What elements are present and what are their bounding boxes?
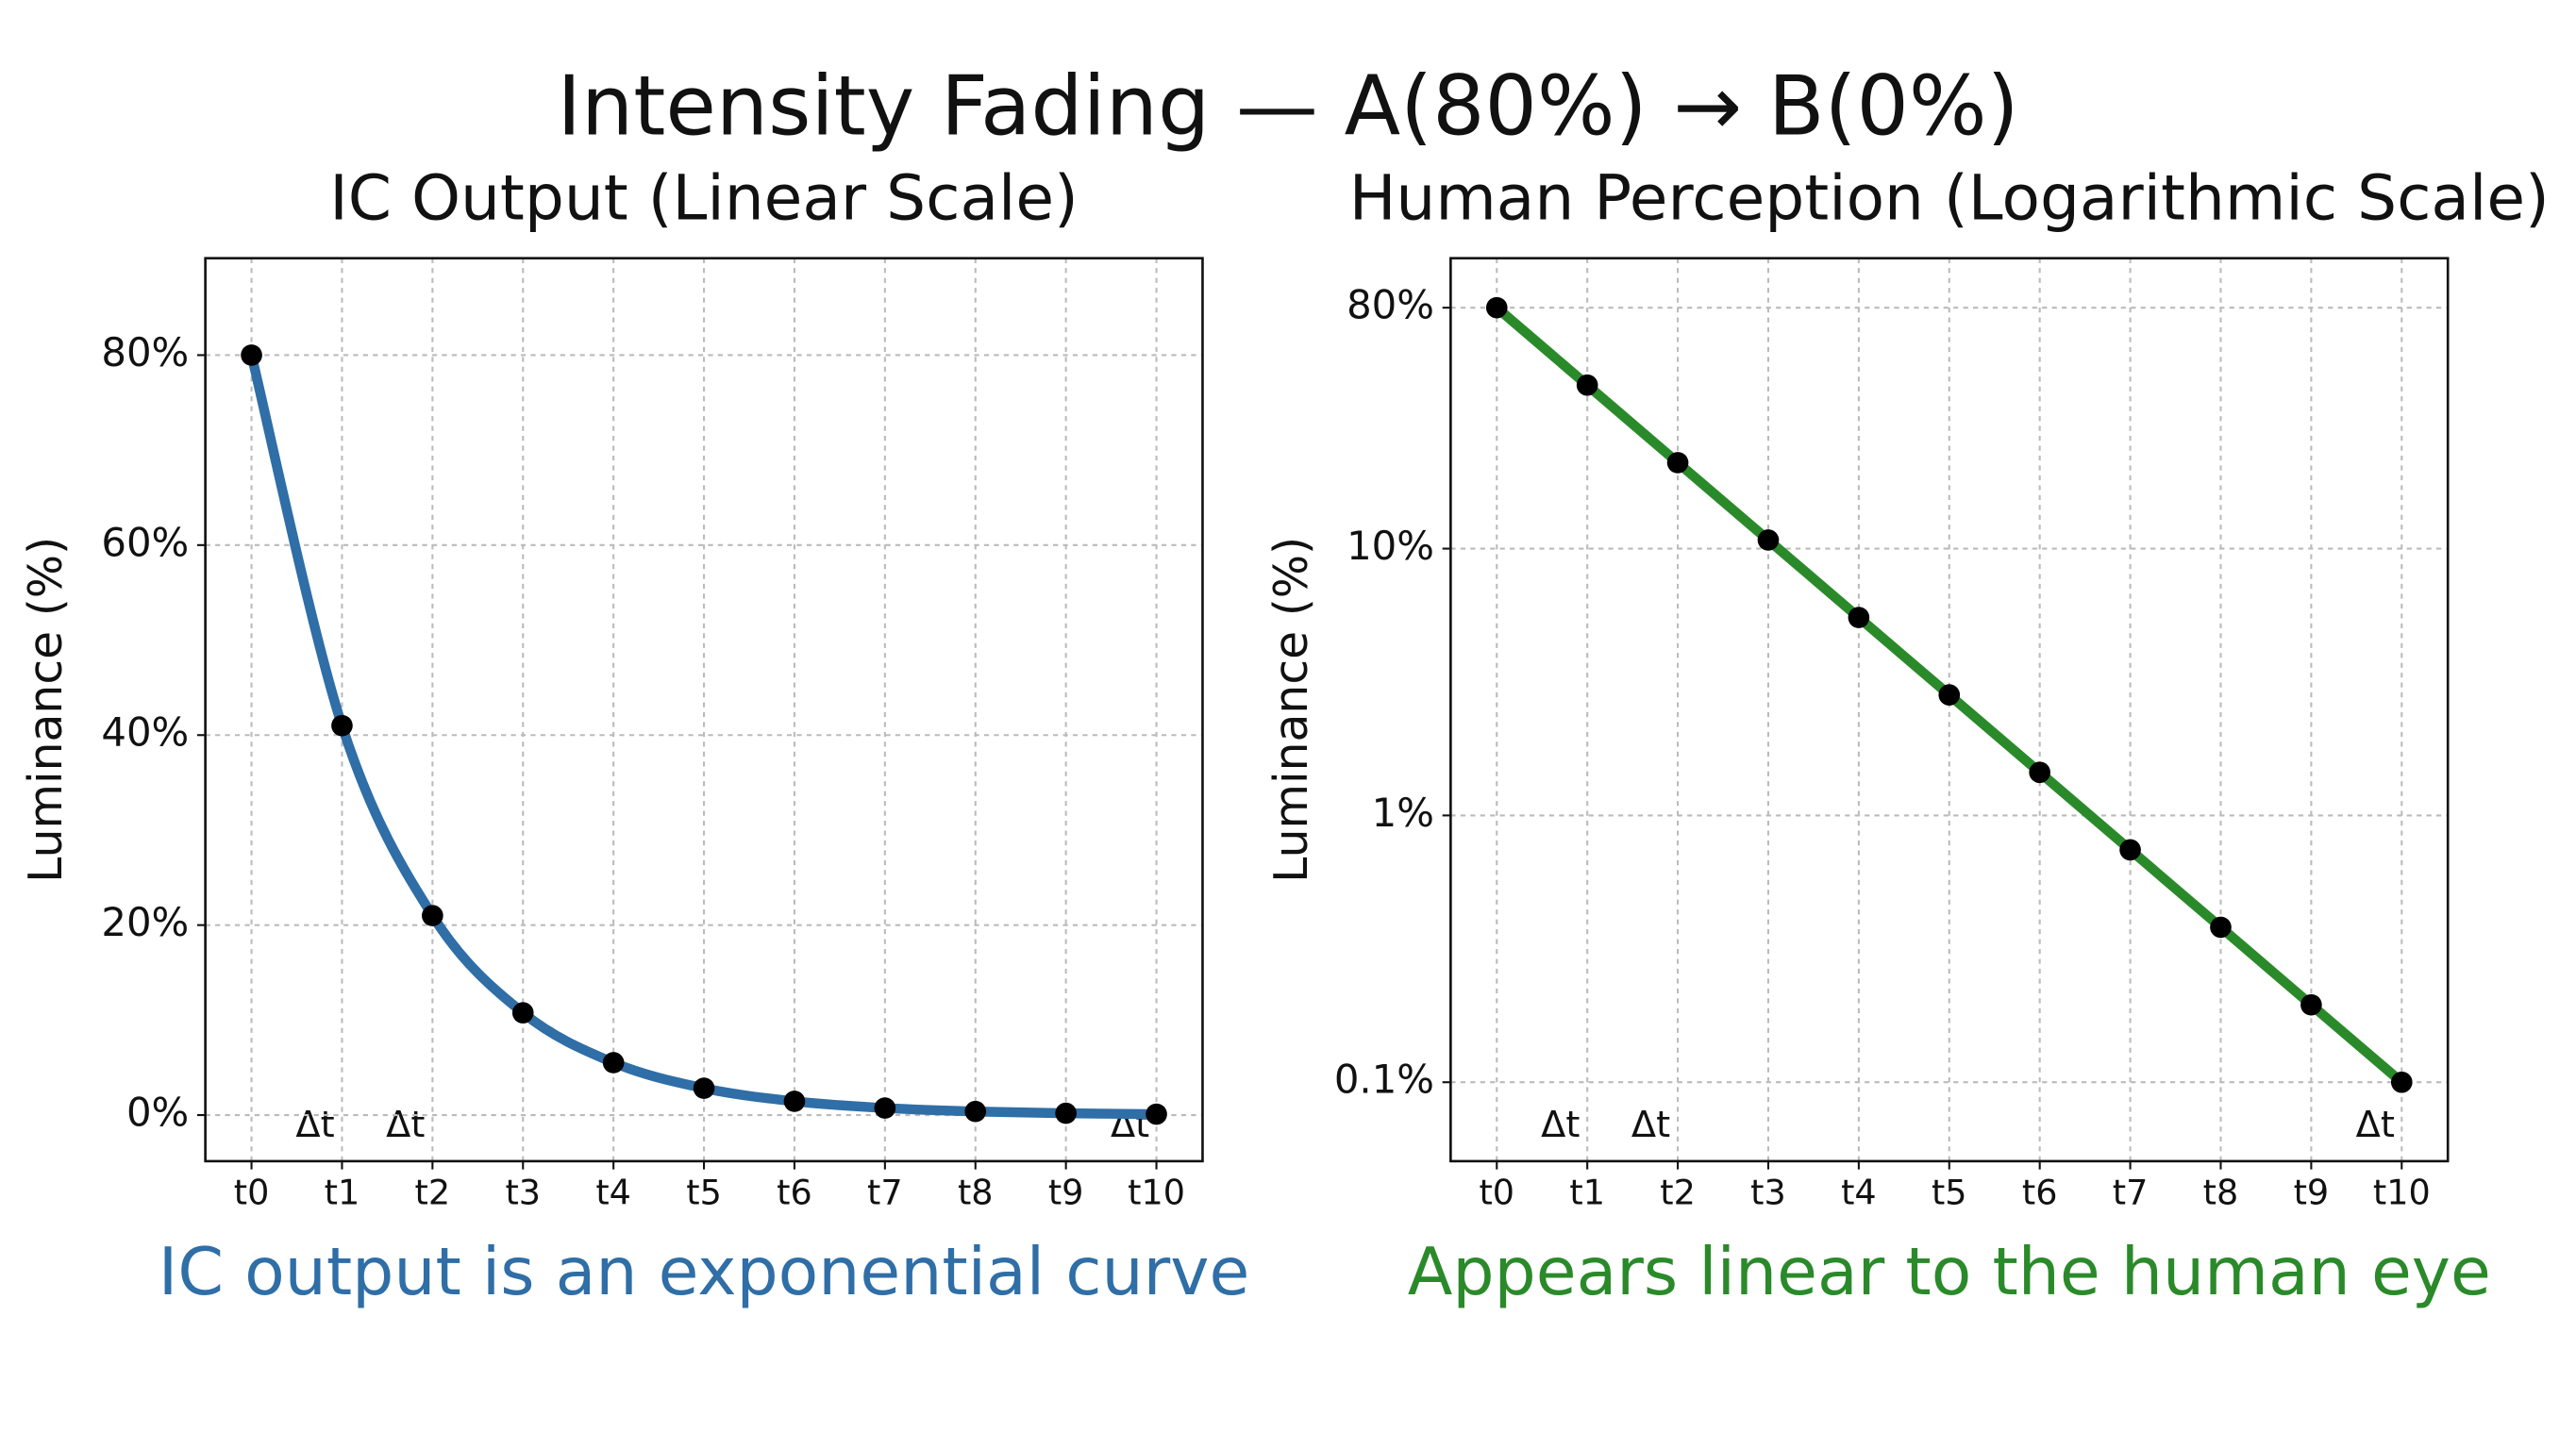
x-tick-label: t6 xyxy=(2022,1172,2058,1212)
data-point xyxy=(2029,761,2050,784)
data-point xyxy=(1938,684,1961,706)
x-tick-label: t7 xyxy=(867,1172,903,1212)
data-point xyxy=(964,1100,987,1123)
data-point xyxy=(2119,839,2141,861)
data-point xyxy=(2210,916,2232,939)
data-point xyxy=(422,905,443,926)
data-point xyxy=(2300,993,2322,1016)
data-point xyxy=(1146,1103,1167,1125)
page-title: Intensity Fading — A(80%) → B(0%) xyxy=(557,58,2018,154)
x-tick-label: t5 xyxy=(1932,1172,1967,1212)
y-tick-label: 60% xyxy=(101,519,189,565)
y-tick-label: 0.1% xyxy=(1334,1057,1434,1103)
data-point xyxy=(1055,1102,1077,1124)
x-tick-label: t1 xyxy=(325,1172,360,1212)
plot-frame xyxy=(1449,257,2450,1163)
annotation: Δt xyxy=(1541,1104,1580,1146)
y-tick-label: 10% xyxy=(1347,523,1434,569)
x-tick-label: t4 xyxy=(595,1172,631,1212)
x-tick-label: t9 xyxy=(1048,1172,1084,1212)
annotation: Δt xyxy=(2356,1104,2395,1146)
x-tick-label: t10 xyxy=(1128,1172,1185,1212)
y-tick-label: 40% xyxy=(101,709,189,756)
data-point xyxy=(874,1097,896,1119)
x-tick-label: t6 xyxy=(777,1172,812,1212)
x-tick-label: t5 xyxy=(686,1172,722,1212)
data-point xyxy=(241,344,262,366)
y-axis-label: Luminance (%) xyxy=(1264,537,1318,883)
data-point xyxy=(783,1091,806,1112)
chart-title: Human Perception (Logarithmic Scale) xyxy=(1349,161,2550,234)
y-tick-label: 80% xyxy=(101,329,189,375)
data-point xyxy=(693,1077,715,1099)
x-tick-label: t7 xyxy=(2113,1172,2149,1212)
y-axis-label: Luminance (%) xyxy=(19,537,73,883)
plot-frame xyxy=(204,257,1204,1163)
x-tick-label: t2 xyxy=(415,1172,451,1212)
x-tick-label: t2 xyxy=(1660,1172,1696,1212)
x-tick-label: t9 xyxy=(2294,1172,2330,1212)
data-point xyxy=(1666,452,1689,474)
y-tick-label: 1% xyxy=(1372,790,1434,836)
data-point xyxy=(2390,1071,2413,1093)
data-point xyxy=(1485,296,1508,319)
x-tick-label: t4 xyxy=(1841,1172,1877,1212)
x-tick-label: t0 xyxy=(1479,1172,1514,1212)
x-tick-label: t0 xyxy=(234,1172,270,1212)
data-point xyxy=(331,714,353,737)
data-point xyxy=(1757,529,1780,551)
annotation: Δt xyxy=(295,1104,334,1146)
caption: Appears linear to the human eye xyxy=(1408,1234,2491,1310)
x-tick-label: t3 xyxy=(1750,1172,1786,1212)
y-tick-label: 20% xyxy=(101,899,189,945)
x-tick-label: t1 xyxy=(1569,1172,1605,1212)
chart-title: IC Output (Linear Scale) xyxy=(329,161,1079,234)
y-tick-label: 0% xyxy=(126,1090,189,1136)
x-tick-label: t8 xyxy=(958,1172,994,1212)
data-point xyxy=(1576,374,1598,396)
data-point xyxy=(1848,607,1870,628)
data-point xyxy=(511,1002,534,1024)
x-tick-label: t10 xyxy=(2373,1172,2431,1212)
x-tick-label: t3 xyxy=(505,1172,541,1212)
annotation: Δt xyxy=(386,1104,425,1146)
data-point xyxy=(602,1052,625,1074)
annotation: Δt xyxy=(1631,1104,1670,1146)
x-tick-label: t8 xyxy=(2203,1172,2239,1212)
caption: IC output is an exponential curve xyxy=(159,1234,1250,1310)
y-tick-label: 80% xyxy=(1347,282,1434,328)
